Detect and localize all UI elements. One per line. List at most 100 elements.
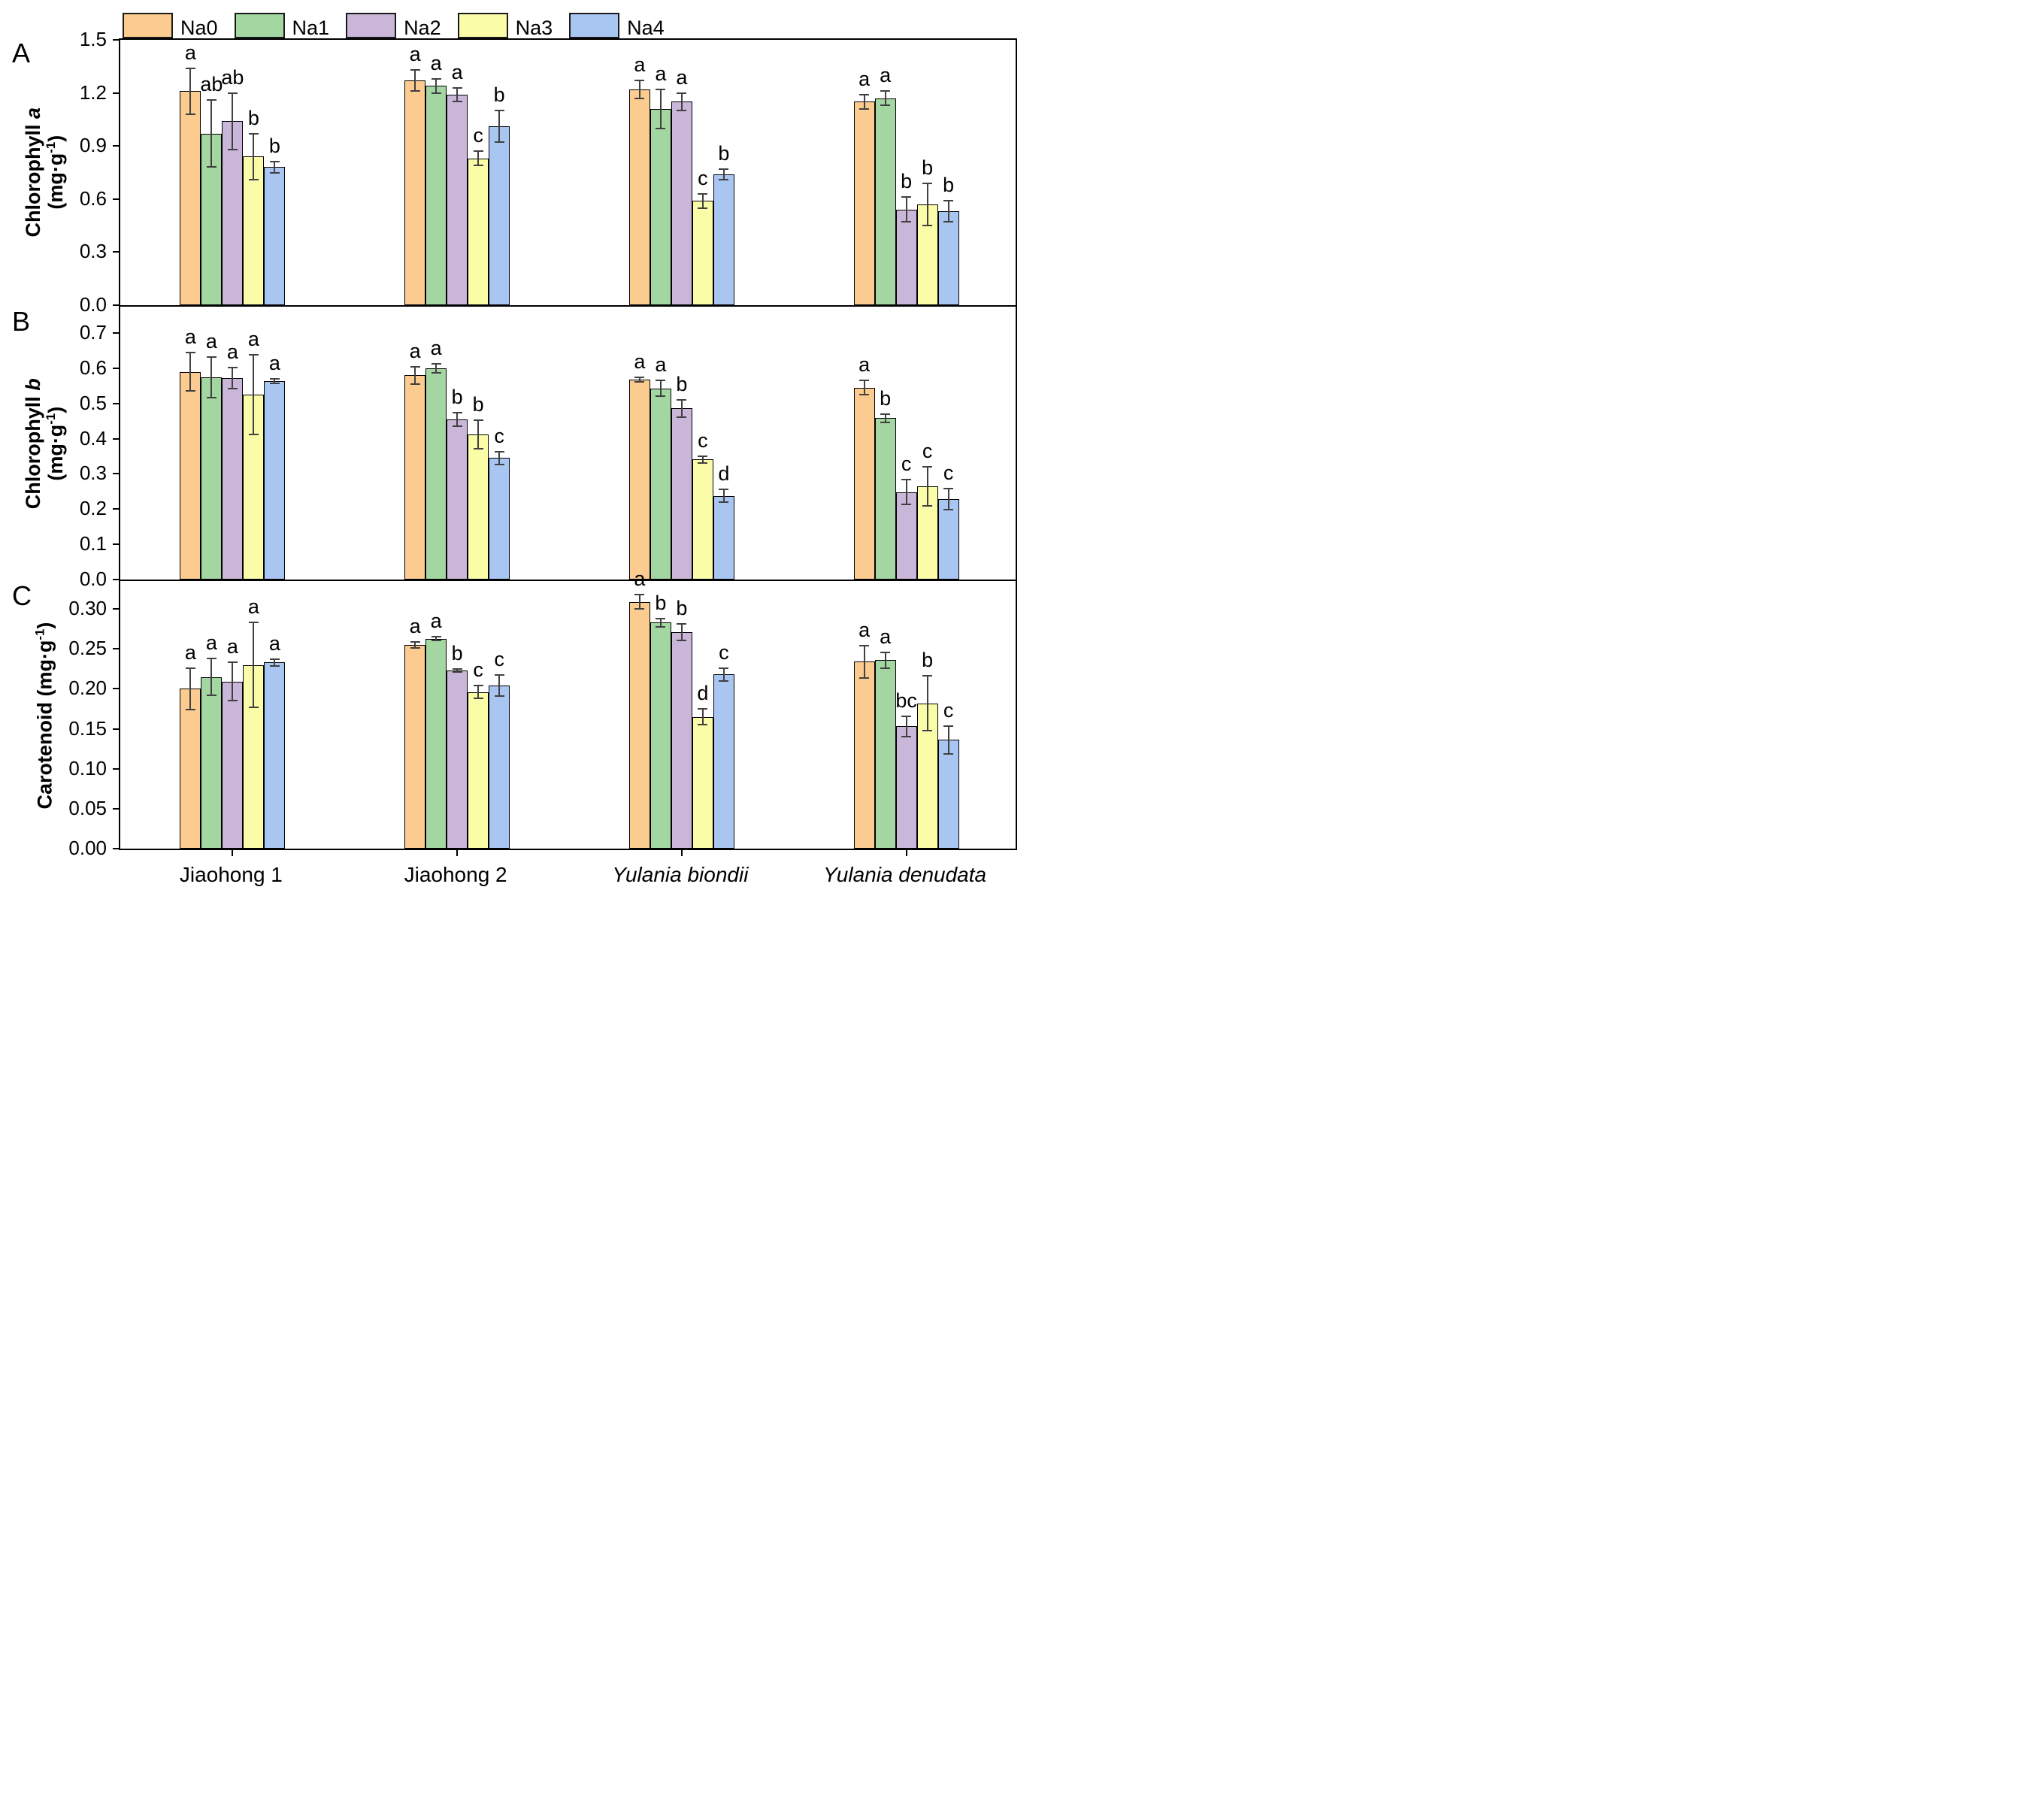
significance-letter: a — [268, 351, 280, 374]
x-axis-tick — [905, 849, 907, 856]
error-bar — [414, 366, 416, 385]
error-bar — [905, 716, 907, 737]
bar-na4-group2 — [489, 458, 510, 580]
bar-na4-group3 — [713, 674, 734, 849]
legend-item-na1: Na1 — [234, 13, 329, 38]
bar-na4-group1 — [264, 380, 286, 580]
significance-letter: a — [676, 65, 688, 89]
significance-letter: a — [247, 595, 259, 619]
error-bar-cap — [634, 608, 645, 610]
error-bar — [659, 618, 662, 627]
error-bar-cap — [206, 658, 217, 660]
error-bar — [905, 480, 907, 505]
bar-na0-group2 — [404, 375, 426, 580]
error-bar — [947, 489, 949, 510]
y-axis-tick-label: 0.20 — [68, 677, 107, 700]
error-bar-cap — [634, 594, 645, 596]
error-bar-cap — [677, 639, 687, 641]
error-bar — [884, 91, 886, 106]
x-axis-group-labels: Jiaohong 1 Jiaohong 2 Yulania biondii Yulan… — [119, 857, 1017, 890]
bar-na2-group3 — [671, 632, 692, 849]
error-bar — [863, 380, 865, 395]
y-axis-tick-label: 0.6 — [79, 186, 107, 210]
error-bar — [863, 94, 865, 109]
error-bar-cap — [410, 383, 420, 386]
error-bar-cap — [452, 411, 462, 413]
y-axis-tick-label: 0.4 — [79, 426, 107, 449]
error-bar-cap — [269, 383, 280, 385]
error-bar-cap — [859, 677, 870, 679]
error-bar — [253, 622, 255, 707]
significance-letter: d — [718, 462, 730, 486]
bar-na1-group4 — [874, 98, 896, 305]
bar-na2-group4 — [895, 492, 917, 580]
error-bar-cap — [719, 489, 729, 491]
error-bar-cap — [698, 724, 708, 726]
error-bar — [253, 133, 255, 180]
panel-letter-b: B — [12, 306, 31, 337]
error-bar-cap — [859, 645, 870, 647]
legend-label: Na3 — [515, 16, 553, 39]
error-bar-cap — [880, 651, 891, 653]
error-bar-cap — [677, 110, 687, 112]
bar-na2-group1 — [222, 378, 244, 580]
significance-letter: a — [430, 337, 442, 360]
error-bar — [498, 451, 501, 465]
error-bar-cap — [943, 221, 954, 223]
y-axis-tick — [113, 508, 119, 510]
error-bar — [905, 197, 907, 222]
significance-letter: b — [451, 385, 463, 408]
error-bar-cap — [677, 398, 687, 401]
error-bar-cap — [410, 640, 420, 643]
bar-na4-group4 — [937, 499, 959, 580]
error-bar-cap — [269, 377, 280, 380]
error-bar — [659, 380, 662, 396]
significance-letter: b — [451, 641, 463, 664]
bar-na1-group4 — [874, 418, 896, 580]
legend-swatch-na0 — [123, 13, 173, 38]
error-bar — [477, 686, 480, 699]
error-bar-cap — [185, 67, 195, 69]
legend-item-na2: Na2 — [346, 13, 441, 38]
group-label-2: Jiaohong 2 — [404, 863, 507, 886]
y-axis-tick — [113, 579, 119, 580]
error-bar-cap — [206, 166, 217, 168]
significance-letter: b — [943, 174, 955, 197]
error-bar-cap — [185, 390, 195, 392]
bar-na0-group3 — [628, 601, 650, 849]
bar-na1-group1 — [201, 677, 223, 849]
bar-na1-group2 — [425, 86, 447, 305]
error-bar — [210, 356, 213, 398]
error-bar-cap — [922, 729, 933, 731]
error-bar — [498, 675, 501, 697]
significance-letter: a — [205, 329, 217, 353]
bar-na3-group3 — [692, 716, 713, 849]
error-bar-cap — [248, 622, 259, 624]
bar-na0-group2 — [404, 645, 426, 849]
error-bar — [477, 151, 480, 166]
bar-na0-group3 — [628, 89, 650, 305]
error-bar-cap — [656, 625, 666, 628]
error-bar-cap — [185, 709, 195, 711]
error-bar-cap — [248, 132, 259, 135]
significance-letter: a — [880, 625, 892, 648]
y-axis-title-text: Chlorophyll — [21, 391, 44, 510]
significance-letter: a — [184, 640, 196, 664]
error-bar-cap — [901, 504, 912, 506]
bar-na4-group2 — [489, 686, 510, 849]
significance-letter: c — [901, 453, 912, 476]
error-bar — [926, 467, 928, 506]
error-bar-cap — [943, 200, 954, 202]
bar-na3-group4 — [916, 486, 938, 580]
y-axis-tick — [113, 767, 119, 770]
y-axis-tick — [113, 367, 119, 369]
bar-na2-group2 — [447, 419, 468, 580]
bar-na2-group3 — [671, 101, 692, 305]
error-bar-cap — [698, 207, 708, 209]
legend: Na0 Na1 Na2 Na3 Na4 — [123, 13, 681, 38]
bar-na0-group3 — [628, 379, 650, 580]
error-bar — [435, 78, 438, 93]
error-bar — [189, 352, 192, 392]
error-bar-cap — [880, 413, 891, 415]
error-bar-cap — [922, 675, 933, 677]
